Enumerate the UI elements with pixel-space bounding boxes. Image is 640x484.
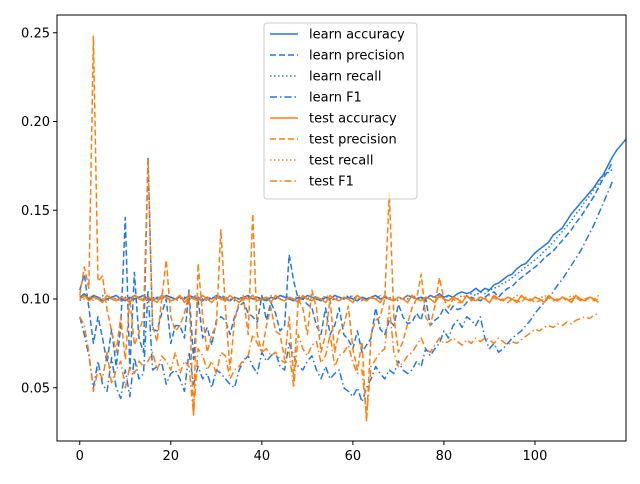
y-axis: 0.05 0.10 0.15 0.20 0.25 (21, 26, 57, 396)
legend-label-learn-recall: learn recall (309, 70, 381, 85)
legend: learn accuracy learn precision learn recal… (263, 22, 418, 200)
series-line-test-precision (79, 35, 599, 423)
legend-label-test-accuracy: test accuracy (309, 112, 397, 127)
y-tick-label: 0.15 (21, 204, 50, 219)
y-tick-label: 0.10 (21, 293, 50, 308)
x-tick-label: 40 (254, 449, 271, 464)
series-line-learn-f1 (79, 181, 614, 403)
y-tick-label: 0.05 (21, 381, 50, 396)
series-line-learn-precision (79, 156, 614, 371)
y-tick-label: 0.20 (21, 115, 50, 130)
x-tick-label: 0 (76, 449, 84, 464)
x-tick-label: 60 (345, 449, 362, 464)
series-line-test-recall (79, 294, 600, 302)
legend-label-test-f1: test F1 (309, 175, 354, 190)
legend-label-learn-f1: learn F1 (309, 91, 362, 106)
legend-label-learn-accuracy: learn accuracy (309, 28, 405, 43)
legend-label-test-precision: test precision (309, 133, 397, 148)
series-layer (79, 35, 626, 423)
x-axis: 0 20 40 60 80 100 (76, 441, 548, 464)
legend-box (263, 22, 418, 200)
x-tick-label: 80 (436, 449, 453, 464)
legend-label-learn-precision: learn precision (309, 49, 405, 64)
legend-label-test-recall: test recall (309, 154, 374, 169)
x-tick-label: 100 (523, 449, 548, 464)
x-tick-label: 20 (163, 449, 180, 464)
plot-frame (56, 14, 627, 442)
y-tick-label: 0.25 (21, 26, 50, 41)
